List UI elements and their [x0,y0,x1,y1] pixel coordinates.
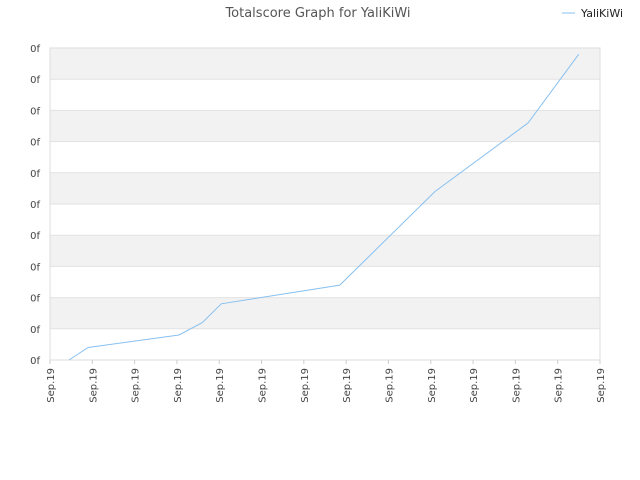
y-tick-label: 0f [30,75,40,86]
plot-bands [50,48,600,329]
plot-band [50,48,600,80]
x-tick-label: Sep.19 [342,368,353,403]
legend[interactable]: YaliKiWi [562,7,623,20]
y-tick-label: 0f [30,231,40,242]
x-tick-label: Sep.19 [384,368,395,403]
y-tick-label: 0f [30,262,40,273]
y-tick-label: 0f [30,200,40,211]
y-tick-label: 0f [30,106,40,117]
series-line [68,53,580,361]
x-tick-label: Sep.19 [46,368,57,403]
x-tick-label: Sep.19 [511,368,522,403]
x-tick-label: Sep.19 [88,368,99,403]
plot-band [50,110,600,142]
x-tick-label: Sep.19 [173,368,184,403]
plot-band [50,235,600,267]
x-tick-label: Sep.19 [215,368,226,403]
y-tick-label: 0f [30,294,40,305]
plot-band [50,172,600,204]
y-tick-label: 0f [30,169,40,180]
x-axis-tick-labels: Sep.19 Sep.19 Sep.19 Sep.19 Sep.19 Sep.19 Sep.… [46,360,607,403]
y-tick-label: 0f [30,138,40,149]
x-tick-label: Sep.19 [427,368,438,403]
x-tick-label: Sep.19 [469,368,480,403]
legend-label: YaliKiWi [580,7,623,20]
chart-title: Totalscore Graph for YaliKiWi [224,6,410,21]
x-tick-label: Sep.19 [596,368,607,403]
x-tick-label: Sep.19 [131,368,142,403]
plot-band [50,297,600,329]
y-axis-tick-labels: 0f 0f 0f 0f 0f 0f 0f 0f 0f 0f 0f [30,44,40,367]
y-tick-label: 0f [30,356,40,367]
series-layer [68,53,580,361]
x-tick-label: Sep.19 [554,368,565,403]
x-tick-label: Sep.19 [300,368,311,403]
y-tick-label: 0f [30,325,40,336]
plot-border [49,47,601,361]
x-tick-label: Sep.19 [258,368,269,403]
y-tick-label: 0f [30,44,40,55]
